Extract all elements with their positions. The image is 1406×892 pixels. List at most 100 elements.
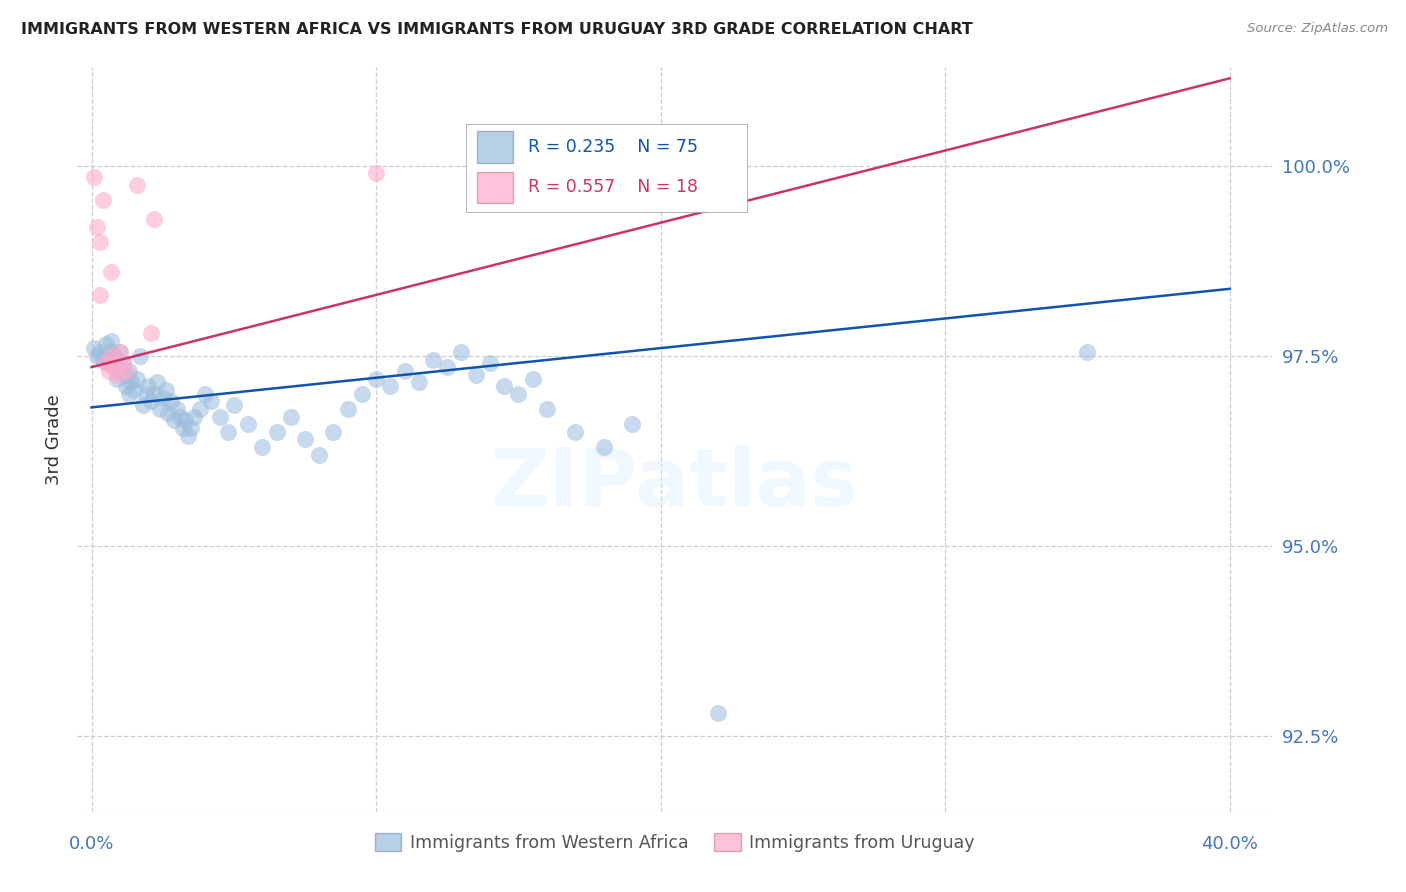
- Text: Source: ZipAtlas.com: Source: ZipAtlas.com: [1247, 22, 1388, 36]
- Point: [111, 356, 134, 370]
- Point: [83, 170, 105, 185]
- Point: [422, 352, 444, 367]
- Text: ZIPatlas: ZIPatlas: [491, 445, 859, 523]
- Text: 0.0%: 0.0%: [69, 835, 114, 853]
- Point: [127, 371, 149, 385]
- Point: [522, 371, 544, 385]
- Text: 40.0%: 40.0%: [1201, 835, 1258, 853]
- Point: [380, 379, 402, 393]
- Point: [108, 345, 131, 359]
- Point: [127, 178, 149, 192]
- Point: [200, 394, 222, 409]
- Point: [97, 364, 120, 378]
- Y-axis label: 3rd Grade: 3rd Grade: [45, 394, 63, 484]
- Point: [217, 425, 239, 439]
- Point: [180, 421, 202, 435]
- Point: [91, 352, 114, 367]
- Point: [350, 386, 373, 401]
- Point: [322, 425, 344, 439]
- Point: [308, 448, 330, 462]
- Point: [117, 386, 139, 401]
- Point: [89, 288, 111, 302]
- Point: [120, 376, 142, 390]
- Point: [621, 417, 644, 431]
- Point: [105, 368, 128, 382]
- Point: [143, 211, 166, 226]
- Point: [706, 706, 728, 720]
- Point: [132, 398, 155, 412]
- Point: [105, 352, 128, 367]
- Point: [89, 345, 111, 359]
- Point: [114, 368, 136, 382]
- Point: [146, 376, 169, 390]
- Point: [135, 386, 157, 401]
- Point: [94, 356, 117, 370]
- Point: [97, 356, 120, 370]
- Point: [222, 398, 245, 412]
- Text: IMMIGRANTS FROM WESTERN AFRICA VS IMMIGRANTS FROM URUGUAY 3RD GRADE CORRELATION : IMMIGRANTS FROM WESTERN AFRICA VS IMMIGR…: [21, 22, 973, 37]
- Point: [103, 360, 125, 375]
- Point: [94, 337, 117, 351]
- Point: [100, 265, 122, 279]
- Point: [172, 421, 194, 435]
- Point: [408, 376, 430, 390]
- Point: [157, 406, 180, 420]
- Point: [111, 356, 134, 370]
- Point: [1076, 345, 1098, 359]
- Point: [280, 409, 302, 424]
- Point: [160, 394, 183, 409]
- Point: [163, 413, 186, 427]
- Point: [122, 383, 145, 397]
- Point: [174, 413, 197, 427]
- Point: [89, 235, 111, 249]
- Point: [100, 345, 122, 359]
- Point: [169, 409, 191, 424]
- Point: [83, 341, 105, 355]
- Point: [155, 383, 177, 397]
- Point: [252, 440, 274, 454]
- Point: [100, 349, 122, 363]
- Point: [141, 394, 163, 409]
- Point: [183, 409, 205, 424]
- Point: [564, 425, 586, 439]
- Point: [86, 219, 108, 234]
- Point: [86, 349, 108, 363]
- Point: [166, 401, 188, 416]
- Point: [464, 368, 486, 382]
- Point: [366, 166, 388, 180]
- Point: [194, 386, 217, 401]
- Point: [105, 371, 128, 385]
- Point: [336, 401, 359, 416]
- Point: [208, 409, 231, 424]
- Point: [152, 391, 174, 405]
- Point: [91, 193, 114, 207]
- Point: [536, 401, 558, 416]
- Point: [141, 326, 163, 340]
- Point: [450, 345, 472, 359]
- Point: [138, 379, 160, 393]
- Point: [188, 401, 211, 416]
- Point: [114, 364, 136, 378]
- Point: [177, 428, 200, 442]
- Point: [103, 349, 125, 363]
- Point: [108, 364, 131, 378]
- Point: [294, 433, 316, 447]
- Point: [266, 425, 288, 439]
- Point: [143, 386, 166, 401]
- Point: [592, 440, 614, 454]
- Point: [149, 401, 172, 416]
- Point: [494, 379, 516, 393]
- Point: [114, 379, 136, 393]
- Legend: Immigrants from Western Africa, Immigrants from Uruguay: Immigrants from Western Africa, Immigran…: [368, 826, 981, 859]
- Point: [129, 349, 152, 363]
- Point: [103, 360, 125, 375]
- Point: [117, 364, 139, 378]
- Point: [508, 386, 530, 401]
- Point: [100, 334, 122, 348]
- Point: [394, 364, 416, 378]
- Point: [236, 417, 259, 431]
- Point: [366, 371, 388, 385]
- Point: [108, 345, 131, 359]
- Point: [478, 356, 501, 370]
- Point: [436, 360, 458, 375]
